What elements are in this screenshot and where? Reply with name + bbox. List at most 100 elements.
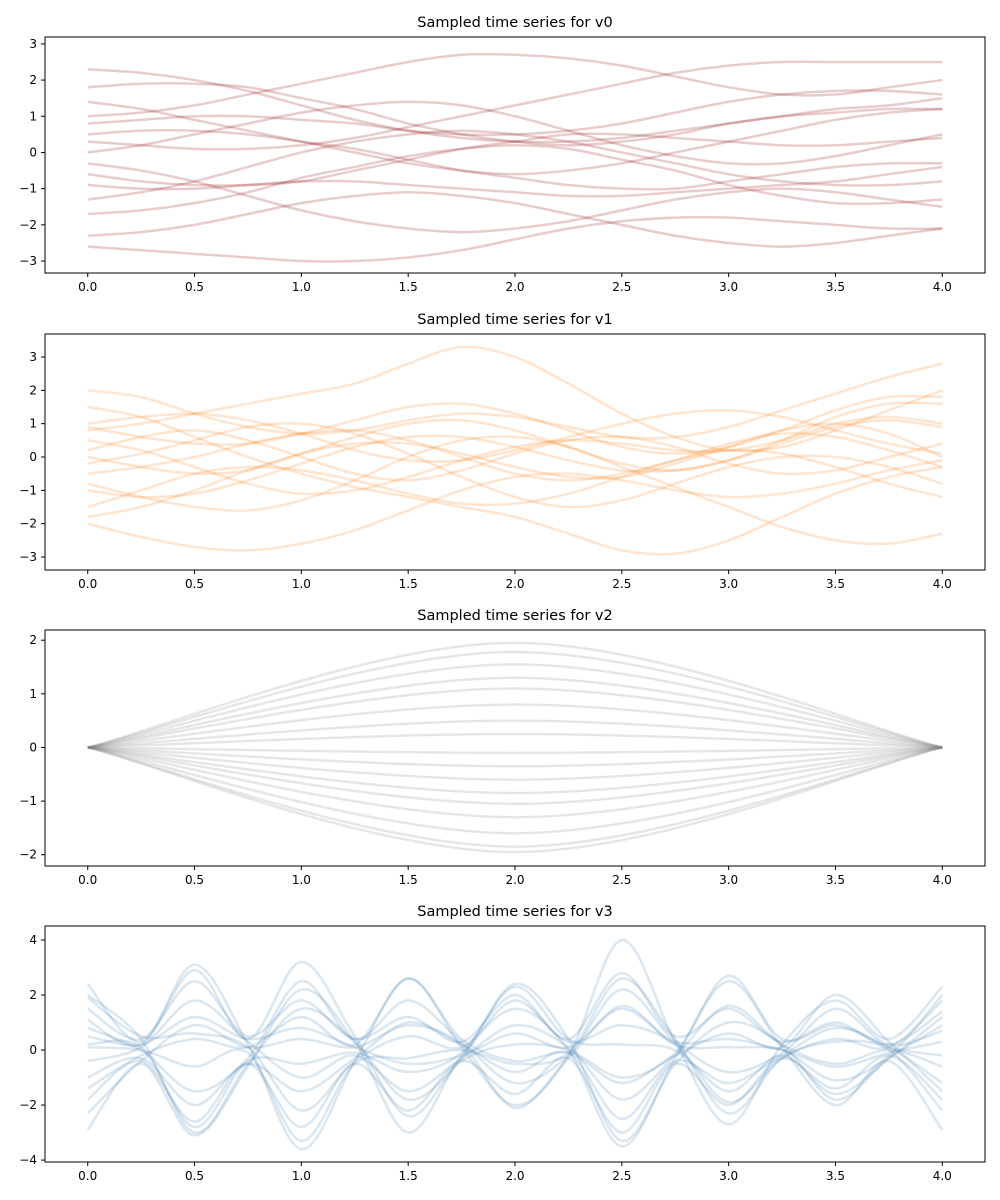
series-line: [87, 132, 943, 187]
series-line: [87, 165, 943, 198]
y-tick-label: 2: [29, 633, 37, 647]
y-tick-label: 2: [29, 988, 37, 1002]
series-line: [87, 52, 943, 118]
x-tick-label: 4.0: [933, 1169, 952, 1183]
subplot: Sampled time series for v2 0.0 0.5 1.0 1.5 2.…: [19, 608, 986, 887]
series-line: [87, 746, 943, 781]
series-line: [87, 67, 943, 144]
y-tick-label: −1: [19, 483, 37, 497]
series-line: [87, 1007, 943, 1068]
x-tick-label: 0.0: [78, 873, 97, 887]
y-tick-label: 0: [29, 740, 37, 754]
y-tick-label: −3: [19, 254, 37, 268]
subplot: Sampled time series for v1 0.0 0.5 1.0 1.5 2.…: [19, 312, 986, 591]
series-line: [87, 687, 943, 749]
chart-title: Sampled time series for v0: [417, 15, 612, 31]
x-tick-label: 2.0: [505, 577, 524, 591]
series-line: [86, 982, 943, 1143]
series-line: [87, 405, 943, 556]
series-line: [87, 191, 943, 248]
subplot: Sampled time series for v0 0.0 0.5 1.0 1.5 2.…: [19, 15, 986, 294]
x-tick-label: 3.0: [719, 873, 738, 887]
plot-area: [87, 641, 943, 854]
series-line: [86, 938, 944, 1151]
series-line: [87, 143, 943, 216]
y-tick-label: −4: [19, 1153, 37, 1167]
x-tick-label: 1.0: [292, 1169, 311, 1183]
plot-area: [87, 345, 943, 556]
x-tick-label: 0.5: [185, 280, 204, 294]
y-tick-label: 0: [29, 450, 37, 464]
series-line: [87, 345, 943, 453]
series-line: [87, 719, 943, 749]
x-tick-label: 0.0: [78, 280, 97, 294]
chart-title: Sampled time series for v1: [417, 312, 612, 328]
x-tick-label: 1.5: [399, 873, 418, 887]
series-line: [87, 999, 943, 1101]
y-tick-label: −2: [19, 1098, 37, 1112]
x-tick-label: 0.0: [78, 1169, 97, 1183]
x-tick-label: 2.5: [612, 1169, 631, 1183]
series-line: [87, 459, 943, 552]
y-tick-label: 2: [29, 383, 37, 397]
series-line: [87, 977, 944, 1093]
y-tick-label: 0: [29, 1043, 37, 1057]
x-tick-label: 3.5: [826, 577, 845, 591]
series-line: [87, 703, 943, 749]
series-line: [87, 89, 943, 137]
x-tick-label: 3.0: [719, 1169, 738, 1183]
x-tick-label: 1.5: [399, 577, 418, 591]
series-line: [87, 676, 943, 749]
x-tick-label: 2.5: [612, 577, 631, 591]
x-tick-label: 4.0: [933, 577, 952, 591]
series-line: [87, 401, 943, 476]
series-line: [87, 394, 943, 455]
x-tick-label: 4.0: [933, 873, 952, 887]
y-tick-label: 0: [29, 145, 37, 159]
x-tick-label: 3.5: [826, 280, 845, 294]
x-tick-label: 0.5: [185, 577, 204, 591]
series-line: [87, 746, 943, 835]
y-tick-label: −2: [19, 517, 37, 531]
x-tick-label: 2.5: [612, 873, 631, 887]
x-tick-label: 1.0: [292, 280, 311, 294]
series-line: [87, 429, 943, 482]
x-tick-label: 2.0: [505, 280, 524, 294]
chart-title: Sampled time series for v3: [417, 904, 612, 920]
series-line: [87, 980, 943, 1093]
x-tick-label: 4.0: [933, 280, 952, 294]
series-line: [87, 746, 943, 795]
y-tick-label: 3: [29, 350, 37, 364]
series-line: [87, 746, 943, 854]
series-line: [87, 985, 944, 1129]
x-tick-label: 3.0: [719, 280, 738, 294]
x-tick-label: 2.0: [505, 873, 524, 887]
series-line: [87, 100, 943, 176]
series-line: [86, 996, 944, 1112]
x-tick-label: 0.0: [78, 577, 97, 591]
series-line: [87, 60, 943, 151]
series-line: [87, 746, 943, 819]
chart-title: Sampled time series for v2: [417, 608, 612, 624]
series-line: [86, 994, 944, 1115]
y-tick-label: 1: [29, 109, 37, 123]
y-tick-label: −2: [19, 218, 37, 232]
y-tick-label: −1: [19, 794, 37, 808]
series-line: [87, 746, 943, 848]
series-line: [87, 641, 943, 749]
y-tick-label: 1: [29, 417, 37, 431]
series-line: [87, 977, 944, 1143]
series-line: [87, 746, 943, 806]
x-tick-label: 2.5: [612, 280, 631, 294]
series-line: [87, 746, 943, 768]
series-line: [87, 448, 943, 509]
series-line: [87, 129, 943, 201]
series-line: [87, 960, 943, 1118]
x-tick-label: 1.5: [399, 1169, 418, 1183]
y-tick-label: −2: [19, 848, 37, 862]
series-line: [87, 1021, 943, 1121]
series-line: [86, 980, 944, 1148]
y-tick-label: −3: [19, 550, 37, 564]
